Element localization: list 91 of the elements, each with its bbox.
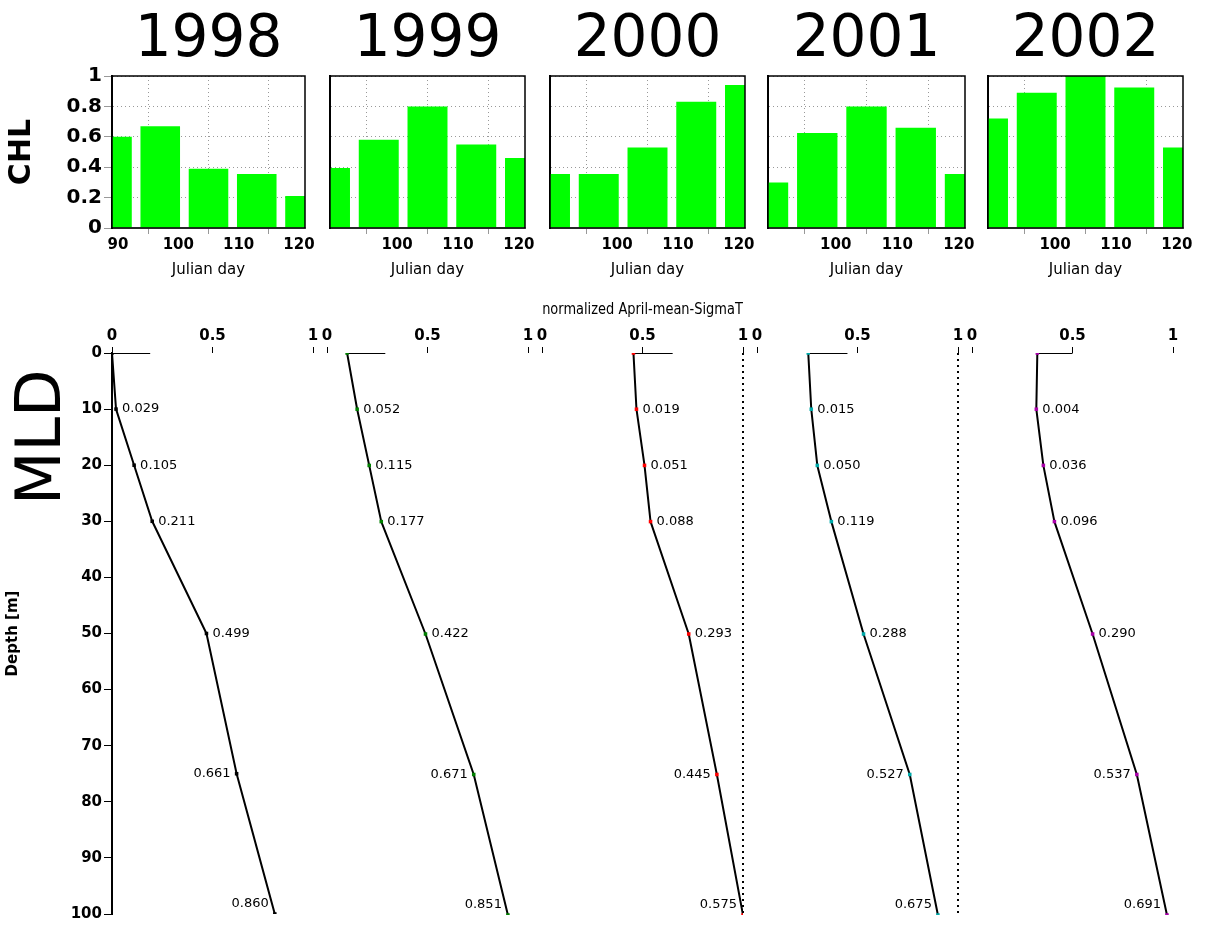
x-tick-label: 0.5 xyxy=(629,325,656,344)
chart-title: 2000 xyxy=(572,2,723,70)
annotation: 0.029 xyxy=(122,400,160,416)
chart-title: 1998 xyxy=(133,2,284,70)
x-tick-label: 120 xyxy=(723,234,755,253)
chart-title: 2001 xyxy=(791,2,942,70)
annotation: 0.105 xyxy=(140,456,178,472)
y-tick-label: 0.8 xyxy=(66,92,102,117)
annotation: 0.527 xyxy=(866,765,904,781)
y-tick-label: 30 xyxy=(81,511,102,530)
x-tick-label: 0.5 xyxy=(844,325,871,344)
x-tick-label: 110 xyxy=(223,234,255,253)
annotation: 0.119 xyxy=(837,512,875,528)
x-tick-label: 1 xyxy=(307,325,319,344)
x-tick-label: 0 xyxy=(106,325,118,344)
annotation: 0.036 xyxy=(1049,456,1087,472)
x-axis-title: Julian day xyxy=(389,259,465,278)
y-tick-label: 40 xyxy=(81,567,102,586)
annotation: 0.575 xyxy=(699,896,737,912)
annotation: 0.661 xyxy=(193,765,231,781)
x-tick-label: 100 xyxy=(601,234,633,253)
annotation: 0.671 xyxy=(430,765,468,781)
annotation: 0.290 xyxy=(1098,625,1136,641)
x-tick-label: 1 xyxy=(522,325,534,344)
annotation: 0.088 xyxy=(656,512,694,528)
x-tick-label: 0.5 xyxy=(199,325,226,344)
y-tick-label: 50 xyxy=(81,623,102,642)
x-axis-title: Julian day xyxy=(1047,259,1123,278)
annotation: 0.851 xyxy=(464,896,502,912)
x-axis-title: normalized April-mean-SigmaT xyxy=(542,300,744,318)
x-axis-title: Julian day xyxy=(609,259,685,278)
x-tick-label: 110 xyxy=(662,234,694,253)
annotation: 0.691 xyxy=(1123,896,1161,912)
annotation: 0.015 xyxy=(817,400,855,416)
y-tick-label: 20 xyxy=(81,455,102,474)
x-tick-label: 110 xyxy=(442,234,474,253)
annotation: 0.019 xyxy=(642,400,680,416)
x-axis-title: Julian day xyxy=(828,259,904,278)
annotation: 0.115 xyxy=(375,456,413,472)
x-tick-label: 0 xyxy=(966,325,978,344)
y-tick-label: 10 xyxy=(81,398,102,417)
y-tick-label: 80 xyxy=(81,791,102,810)
annotation: 0.422 xyxy=(431,625,469,641)
annotation: 0.177 xyxy=(387,512,425,528)
x-tick-label: 1 xyxy=(952,325,964,344)
x-tick-label: 120 xyxy=(1161,234,1193,253)
x-tick-label: 0 xyxy=(536,325,548,344)
x-tick-label: 90 xyxy=(107,234,129,253)
annotation: 0.860 xyxy=(231,895,269,911)
y-tick-label: 70 xyxy=(81,735,102,754)
y-tick-label: 0.4 xyxy=(66,153,102,178)
x-tick-label: 120 xyxy=(943,234,975,253)
x-tick-label: 0.5 xyxy=(1059,325,1086,344)
x-tick-label: 100 xyxy=(820,234,852,253)
annotation: 0.288 xyxy=(869,625,907,641)
annotation: 0.537 xyxy=(1093,765,1131,781)
annotation: 0.051 xyxy=(650,456,688,472)
y-axis-title: Depth [m] xyxy=(2,590,21,677)
x-tick-label: 110 xyxy=(1100,234,1132,253)
annotation: 0.675 xyxy=(894,896,932,912)
x-tick-label: 0 xyxy=(321,325,333,344)
annotation: 0.293 xyxy=(694,625,732,641)
x-tick-label: 0 xyxy=(751,325,763,344)
annotation: 0.050 xyxy=(823,456,861,472)
y-tick-label: 0.2 xyxy=(66,183,102,208)
annotation: 0.445 xyxy=(673,765,711,781)
x-tick-label: 1 xyxy=(737,325,749,344)
y-tick-label: 1 xyxy=(88,62,102,87)
y-tick-label: 60 xyxy=(81,679,102,698)
y-tick-label: 90 xyxy=(81,847,102,866)
y-axis-title: CHL xyxy=(1,118,37,186)
x-tick-label: 120 xyxy=(283,234,315,253)
annotation: 0.211 xyxy=(158,512,196,528)
y-tick-label: 0 xyxy=(91,342,102,361)
x-tick-label: 110 xyxy=(881,234,913,253)
y-tick-label: 0.6 xyxy=(66,123,102,147)
annotation: 0.096 xyxy=(1060,512,1098,528)
chart-title: 2002 xyxy=(1010,2,1161,70)
annotation: 0.004 xyxy=(1042,400,1080,416)
chart-title: 1999 xyxy=(352,2,503,70)
x-tick-label: 100 xyxy=(1039,234,1071,253)
x-tick-label: 100 xyxy=(381,234,413,253)
x-axis-title: Julian day xyxy=(170,259,246,278)
annotation: 0.499 xyxy=(212,624,250,640)
annotation: 0.052 xyxy=(363,400,401,416)
y-tick-label: 100 xyxy=(70,903,102,922)
x-tick-label: 0.5 xyxy=(414,325,441,344)
text: MLD xyxy=(2,369,75,505)
x-tick-label: 100 xyxy=(162,234,194,253)
x-tick-label: 1 xyxy=(1167,325,1179,344)
x-tick-label: 120 xyxy=(503,234,535,253)
